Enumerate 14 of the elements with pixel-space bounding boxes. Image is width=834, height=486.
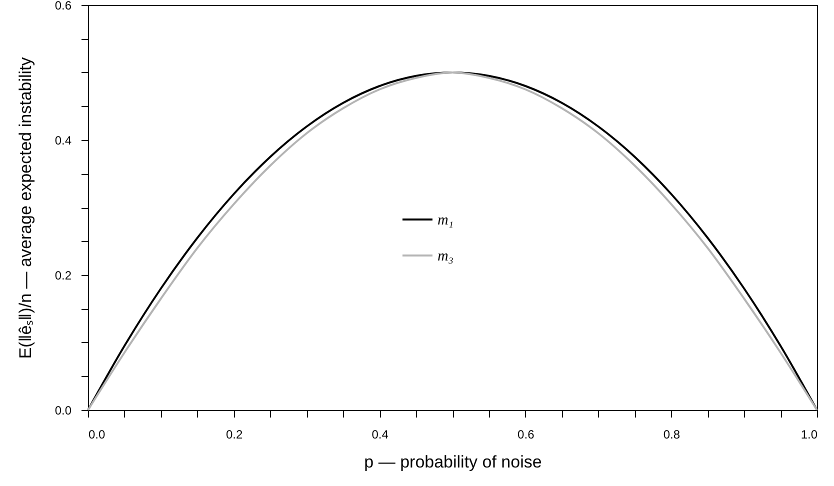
x-axis-title: p — probability of noise <box>364 452 542 472</box>
legend-label: m₁ <box>437 212 454 228</box>
y-tick-label: 0.6 <box>54 0 72 12</box>
y-axis-title: E(‖êₛ‖)/n — average expected instability <box>16 56 35 359</box>
x-tick-label: 0.0 <box>88 428 106 442</box>
y-tick-label: 0.4 <box>54 134 72 148</box>
y-tick-label: 0.2 <box>54 268 72 282</box>
x-tick-label: 0.8 <box>663 428 680 442</box>
y-tick-label: 0.0 <box>54 404 72 418</box>
x-tick-label: 0.4 <box>372 428 389 442</box>
x-tick-label: 0.6 <box>518 428 535 442</box>
x-tick-label: 1.0 <box>800 428 818 442</box>
x-tick-label: 0.2 <box>226 428 243 442</box>
legend-label: m₃ <box>437 248 454 264</box>
